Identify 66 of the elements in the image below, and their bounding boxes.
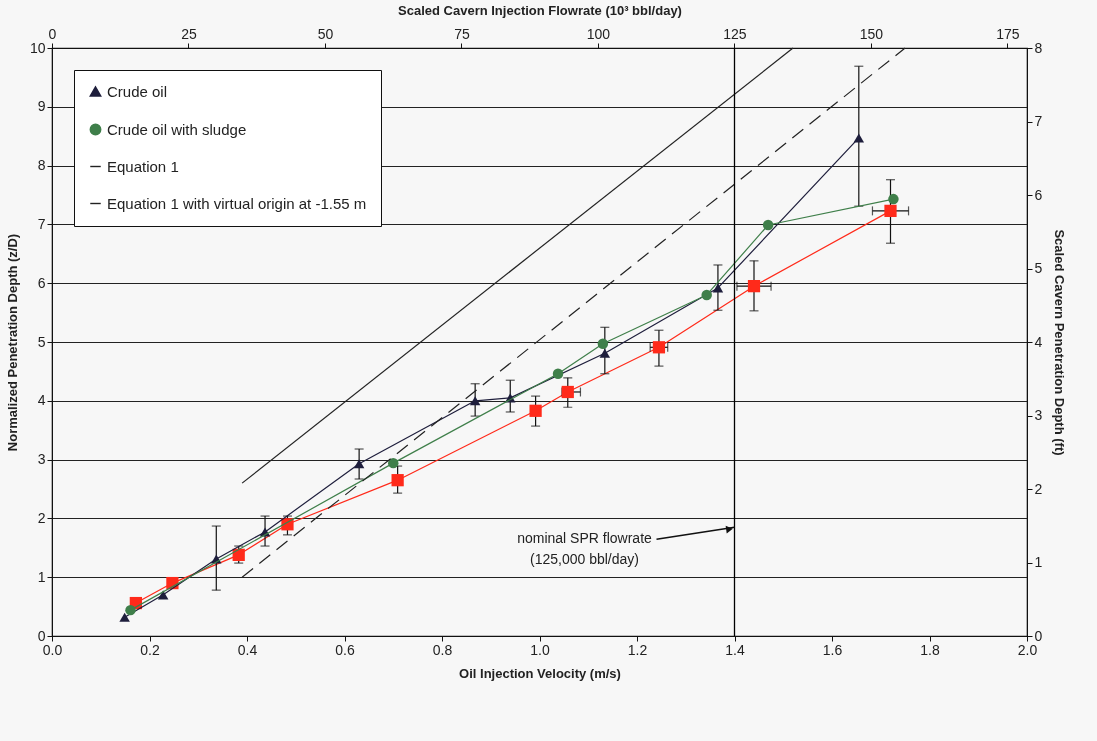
y2-tick-label: 5 — [1034, 260, 1043, 276]
point — [762, 219, 774, 231]
x2-tick-label: 125 — [723, 25, 747, 42]
x2-tick-label: 175 — [996, 25, 1020, 42]
y-tick-label: 6 — [37, 274, 46, 291]
point — [561, 385, 574, 399]
x2-tick-label: 150 — [859, 25, 884, 42]
point — [388, 457, 399, 469]
point — [747, 280, 761, 293]
y-tick-label: 4 — [37, 392, 46, 409]
x-tick-label: 0.8 — [432, 641, 453, 658]
y2-tick-label: 4 — [1034, 333, 1043, 350]
y2-tick-label: 6 — [1034, 186, 1043, 203]
y2-tick-label: 8 — [1034, 39, 1043, 56]
point — [353, 459, 365, 469]
point — [552, 368, 564, 379]
x2-axis-title: Scaled Cavern Injection Flowrate (10³ bbl/day) — [398, 2, 682, 18]
y-tick-label: 9 — [37, 98, 46, 115]
y-tick-label: 8 — [37, 157, 46, 174]
x-tick-label: 0.6 — [335, 641, 355, 658]
x2-tick-label: 25 — [181, 25, 197, 42]
legend-label: Equation 1 — [107, 157, 179, 175]
x-axis-title: Oil Injection Velocity (m/s) — [459, 665, 621, 681]
y-tick-label: 0 — [37, 627, 46, 644]
point — [884, 204, 897, 217]
point — [597, 338, 609, 349]
y-tick-label: 5 — [37, 333, 46, 350]
y2-tick-label: 3 — [1034, 407, 1043, 423]
y2-tick-label: 7 — [1034, 113, 1043, 129]
point — [529, 404, 542, 417]
x-tick-label: 1.0 — [530, 641, 550, 658]
y-tick-label: 10 — [29, 39, 46, 56]
x-tick-label: 0.0 — [42, 641, 63, 658]
x-tick-label: 0.2 — [140, 641, 160, 658]
y2-tick-label: 2 — [1034, 480, 1043, 497]
x-tick-label: 0.4 — [237, 641, 258, 658]
point — [712, 283, 724, 293]
x2-tick-label: 75 — [454, 25, 470, 42]
y-tick-label: 1 — [37, 568, 46, 585]
y2-tick-label: 1 — [1034, 554, 1043, 570]
point — [391, 474, 404, 487]
x2-tick-label: 100 — [586, 25, 611, 42]
x-tick-label: 1.6 — [822, 641, 843, 658]
x-tick-label: 2.0 — [1017, 641, 1038, 658]
y2-axis-title: Scaled Cavern Penetration Depth (ft) — [1052, 229, 1068, 456]
legend-label: Crude oil — [107, 82, 168, 100]
annotation: nominal SPR flowrate (125,000 bbl/day) — [517, 530, 653, 568]
point — [853, 133, 865, 143]
legend-label: Crude oil with sludge — [107, 120, 247, 138]
y-tick-label: 3 — [37, 451, 46, 468]
point — [888, 193, 899, 205]
y-axis-title: Normalized Penetration Depth (z/D) — [4, 233, 20, 452]
y-tick-label: 7 — [37, 215, 46, 232]
point — [599, 348, 611, 358]
x-tick-label: 1.8 — [920, 641, 940, 658]
y2-tick-label: 0 — [1034, 627, 1043, 644]
x-tick-label: 1.2 — [627, 641, 648, 658]
x2-tick-label: 50 — [317, 25, 334, 42]
point — [125, 604, 136, 616]
point — [119, 612, 130, 622]
point — [469, 396, 481, 406]
legend-label: Equation 1 with virtual origin at -1.55 m — [107, 194, 367, 212]
point — [701, 289, 712, 301]
y-tick-label: 2 — [37, 509, 46, 526]
x-tick-label: 1.4 — [725, 641, 745, 658]
x2-tick-label: 0 — [48, 25, 57, 42]
